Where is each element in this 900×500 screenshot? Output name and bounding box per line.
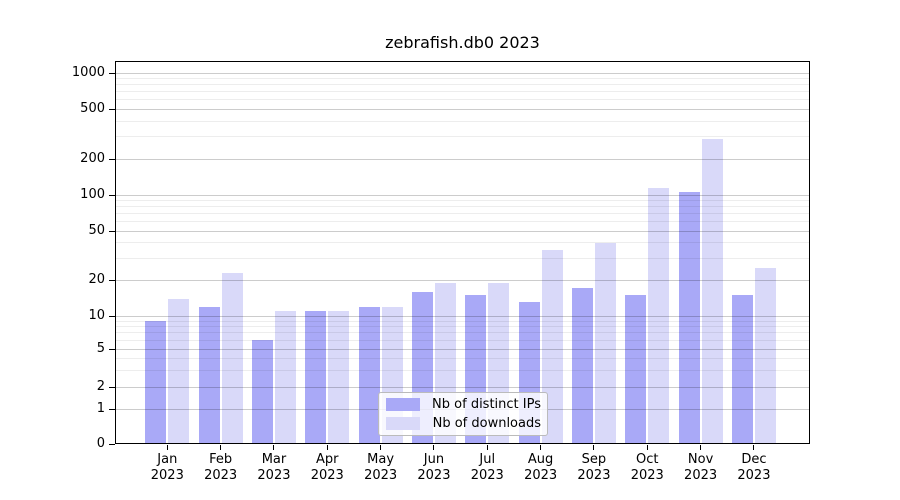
x-tick-year: 2023 bbox=[470, 468, 504, 483]
y-tick-mark bbox=[109, 195, 115, 196]
y-tick-label: 0 bbox=[96, 436, 105, 451]
chart-title: zebrafish.db0 2023 bbox=[385, 33, 540, 52]
x-tick-label-may: May 2023 bbox=[341, 452, 421, 484]
x-tick-month: Dec bbox=[741, 452, 767, 467]
x-tick-year: 2023 bbox=[630, 468, 664, 483]
bar-distinct-ips-apr bbox=[305, 311, 327, 444]
y-tick-mark bbox=[109, 280, 115, 281]
y-tick-mark bbox=[109, 73, 115, 74]
bar-distinct-ips-dec bbox=[731, 294, 753, 444]
x-tick-mark bbox=[486, 445, 488, 450]
y-tick-label: 200 bbox=[80, 151, 105, 166]
x-tick-year: 2023 bbox=[257, 468, 291, 483]
x-tick-year: 2023 bbox=[417, 468, 451, 483]
x-tick-mark bbox=[380, 445, 382, 450]
x-tick-year: 2023 bbox=[684, 468, 718, 483]
y-tick-label: 10 bbox=[88, 308, 105, 323]
x-tick-mark bbox=[433, 445, 435, 450]
bar-downloads-nov bbox=[701, 138, 723, 444]
bar-distinct-ips-feb bbox=[198, 306, 220, 444]
x-tick-mark bbox=[646, 445, 648, 450]
bar-distinct-ips-jan bbox=[145, 321, 167, 444]
x-tick-month: Jul bbox=[479, 452, 496, 467]
x-tick-mark bbox=[166, 445, 168, 450]
bar-distinct-ips-nov bbox=[678, 192, 700, 444]
legend-swatch-distinct-ips bbox=[386, 398, 420, 412]
y-tick-label: 20 bbox=[88, 272, 105, 287]
y-tick-label: 50 bbox=[88, 223, 105, 238]
bar-downloads-feb bbox=[221, 272, 243, 444]
x-tick-label-apr: Apr 2023 bbox=[287, 452, 367, 484]
x-tick-label-dec: Dec 2023 bbox=[714, 452, 794, 484]
x-tick-month: Feb bbox=[209, 452, 233, 467]
legend-row-downloads: Nb of downloads bbox=[386, 415, 541, 432]
x-tick-label-mar: Mar 2023 bbox=[234, 452, 314, 484]
y-tick-mark bbox=[109, 316, 115, 317]
x-tick-month: May bbox=[367, 452, 395, 467]
y-tick-mark bbox=[109, 231, 115, 232]
x-tick-mark bbox=[753, 445, 755, 450]
y-tick-mark bbox=[109, 444, 115, 445]
x-tick-mark bbox=[540, 445, 542, 450]
x-tick-month: Aug bbox=[527, 452, 554, 467]
legend: Nb of distinct IPs Nb of downloads bbox=[378, 392, 548, 436]
x-tick-label-sep: Sep 2023 bbox=[554, 452, 634, 484]
legend-swatch-downloads bbox=[386, 416, 420, 430]
x-tick-label-jan: Jan 2023 bbox=[127, 452, 207, 484]
x-tick-month: Mar bbox=[261, 452, 287, 467]
x-tick-month: Sep bbox=[581, 452, 607, 467]
x-tick-year: 2023 bbox=[737, 468, 771, 483]
bar-distinct-ips-may bbox=[358, 306, 380, 444]
bar-downloads-mar bbox=[274, 311, 296, 444]
y-tick-mark bbox=[109, 109, 115, 110]
x-tick-year: 2023 bbox=[364, 468, 398, 483]
bar-distinct-ips-oct bbox=[625, 294, 647, 444]
x-tick-label-feb: Feb 2023 bbox=[181, 452, 261, 484]
x-tick-label-oct: Oct 2023 bbox=[607, 452, 687, 484]
bar-downloads-sep bbox=[594, 242, 616, 444]
x-tick-label-jun: Jun 2023 bbox=[394, 452, 474, 484]
x-tick-year: 2023 bbox=[150, 468, 184, 483]
x-tick-month: Oct bbox=[636, 452, 659, 467]
x-tick-label-nov: Nov 2023 bbox=[661, 452, 741, 484]
y-tick-label: 1 bbox=[96, 401, 105, 416]
y-tick-mark bbox=[109, 387, 115, 388]
legend-label-distinct-ips: Nb of distinct IPs bbox=[432, 397, 541, 413]
x-tick-mark bbox=[593, 445, 595, 450]
y-tick-label: 500 bbox=[80, 101, 105, 116]
bar-distinct-ips-sep bbox=[571, 288, 593, 444]
y-tick-label: 5 bbox=[96, 341, 105, 356]
plot-area: Nb of distinct IPs Nb of downloads bbox=[115, 61, 810, 444]
legend-row-distinct-ips: Nb of distinct IPs bbox=[386, 396, 541, 413]
x-tick-mark bbox=[273, 445, 275, 450]
x-tick-month: Apr bbox=[316, 452, 339, 467]
y-tick-label: 1000 bbox=[71, 65, 105, 80]
x-tick-year: 2023 bbox=[204, 468, 238, 483]
x-tick-year: 2023 bbox=[577, 468, 611, 483]
bar-distinct-ips-mar bbox=[251, 340, 273, 444]
legend-label-downloads: Nb of downloads bbox=[432, 415, 541, 431]
bar-downloads-dec bbox=[754, 268, 776, 444]
y-tick-label: 100 bbox=[80, 187, 105, 202]
y-tick-mark bbox=[109, 349, 115, 350]
y-tick-mark bbox=[109, 409, 115, 410]
x-tick-label-aug: Aug 2023 bbox=[501, 452, 581, 484]
x-tick-mark bbox=[700, 445, 702, 450]
bar-downloads-jan bbox=[168, 298, 190, 444]
bars-layer bbox=[115, 61, 810, 444]
bar-downloads-oct bbox=[648, 187, 670, 444]
x-tick-month: Jun bbox=[423, 452, 445, 467]
y-tick-mark bbox=[109, 159, 115, 160]
x-tick-mark bbox=[220, 445, 222, 450]
x-tick-year: 2023 bbox=[524, 468, 558, 483]
x-tick-year: 2023 bbox=[310, 468, 344, 483]
x-tick-month: Nov bbox=[687, 452, 714, 467]
y-tick-label: 2 bbox=[96, 379, 105, 394]
bar-downloads-apr bbox=[328, 311, 350, 444]
x-tick-label-jul: Jul 2023 bbox=[447, 452, 527, 484]
x-tick-mark bbox=[326, 445, 328, 450]
x-tick-month: Jan bbox=[157, 452, 178, 467]
